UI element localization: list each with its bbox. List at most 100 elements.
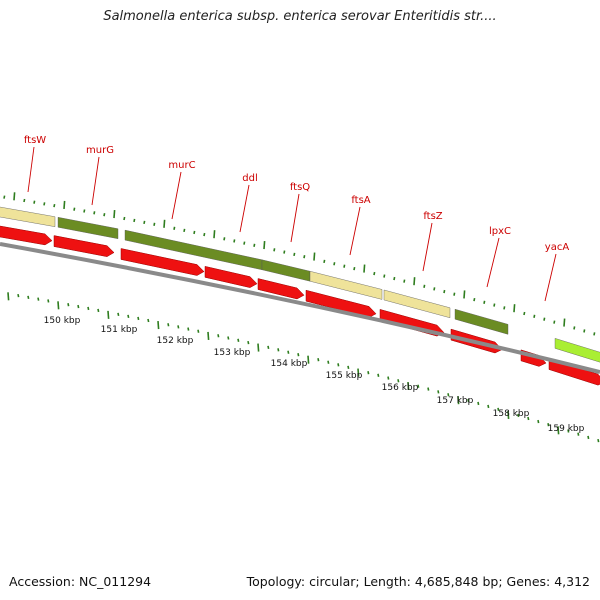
tick-mark (63, 200, 66, 209)
gene-label-lpxC: lpxC (489, 226, 511, 237)
tick-mark (317, 358, 320, 362)
tick-mark (363, 264, 366, 273)
tick-mark (273, 248, 276, 252)
gene-label-ftsQ: ftsQ (290, 182, 310, 193)
tick-mark (217, 334, 220, 338)
cds-track (0, 225, 600, 386)
tick-mark (487, 404, 490, 409)
tick-mark (553, 320, 556, 324)
tick-mark (393, 276, 396, 281)
kbp-label-layer: 150 kbp 151 kbp 152 kbp 153 kbp 154 kbp 155 k… (44, 316, 585, 434)
tick-mark (577, 432, 580, 436)
tick-mark (127, 314, 130, 319)
tick-mark (3, 195, 6, 199)
gene-label-ftsA: ftsA (351, 195, 370, 206)
leader-line (239, 184, 250, 233)
tick-mark (197, 329, 200, 333)
tick-mark (347, 365, 350, 370)
tick-mark (353, 266, 356, 271)
backbone-line (0, 242, 600, 374)
leader-line (290, 193, 300, 243)
tick-mark (133, 218, 136, 223)
gene-bar (309, 270, 383, 300)
tick-mark (253, 243, 256, 247)
tick-mark (27, 295, 30, 300)
tick-mark (293, 252, 296, 257)
tick-mark (263, 240, 266, 250)
tick-mark (7, 292, 10, 301)
leader-line (171, 171, 182, 220)
tick-mark (237, 338, 240, 342)
tick-mark (307, 355, 310, 364)
tick-mark (167, 323, 170, 327)
tick-mark (343, 264, 346, 268)
tick-mark (423, 284, 426, 288)
tick-mark (463, 290, 466, 299)
kbp-label: 150 kbp (44, 316, 81, 326)
tick-mark (557, 426, 560, 435)
tick-mark (453, 292, 456, 296)
tick-mark (283, 250, 286, 254)
page-title: Salmonella enterica subsp. enterica sero… (103, 9, 497, 24)
gene-bar (554, 338, 600, 363)
tick-mark (117, 312, 120, 317)
tick-mark (457, 396, 460, 405)
tick-mark (123, 216, 126, 221)
tick-mark (357, 368, 360, 377)
tick-mark (73, 207, 76, 211)
gene-bar (261, 259, 311, 282)
tick-mark (413, 277, 416, 286)
tick-mark (47, 299, 50, 303)
tick-mark (157, 321, 160, 330)
tick-mark (387, 376, 390, 380)
tick-mark (17, 293, 20, 298)
tick-mark (597, 438, 600, 443)
gene-label-yacA: yacA (545, 242, 570, 253)
gene-bar (57, 217, 119, 239)
cds-arrow (204, 265, 258, 288)
gene-track (0, 206, 600, 363)
accession-text: Accession: NC_011294 (9, 574, 152, 589)
kbp-label: 155 kbp (326, 371, 363, 381)
kbp-label: 156 kbp (382, 383, 419, 393)
tick-mark (483, 300, 486, 304)
cds-arrow (0, 225, 53, 246)
tick-mark (297, 353, 300, 357)
tick-mark (593, 332, 596, 336)
tick-mark (183, 228, 186, 233)
kbp-label: 159 kbp (548, 424, 585, 434)
kbp-label: 153 kbp (214, 348, 251, 358)
tick-mark (513, 304, 516, 313)
tick-mark (247, 340, 250, 345)
tick-mark (477, 401, 480, 406)
tick-mark (503, 306, 506, 310)
tick-mark (417, 384, 420, 388)
kbp-label: 151 kbp (101, 325, 138, 335)
tick-mark (227, 336, 230, 340)
tick-mark (207, 331, 210, 341)
leader-line (27, 146, 35, 193)
tick-mark (257, 343, 260, 352)
tick-mark (523, 311, 526, 316)
tick-mark (447, 393, 450, 397)
tick-mark (403, 279, 406, 283)
kbp-label: 154 kbp (271, 359, 308, 369)
tick-mark (327, 360, 330, 364)
tick-mark (77, 304, 80, 309)
tick-mark (333, 262, 336, 266)
leader-line (422, 222, 433, 272)
tick-mark (367, 371, 370, 375)
tick-mark (93, 211, 96, 215)
tick-mark (143, 220, 146, 225)
tick-mark (43, 202, 46, 206)
tick-mark (177, 325, 180, 329)
tick-mark (433, 287, 436, 291)
gene-label-ftsW: ftsW (24, 135, 46, 146)
gene-label-ddl: ddl (242, 173, 257, 184)
leader-line (91, 156, 100, 206)
leader-line (486, 237, 500, 288)
tick-mark (377, 373, 380, 377)
tick-mark (383, 274, 386, 278)
tick-mark (97, 308, 100, 313)
